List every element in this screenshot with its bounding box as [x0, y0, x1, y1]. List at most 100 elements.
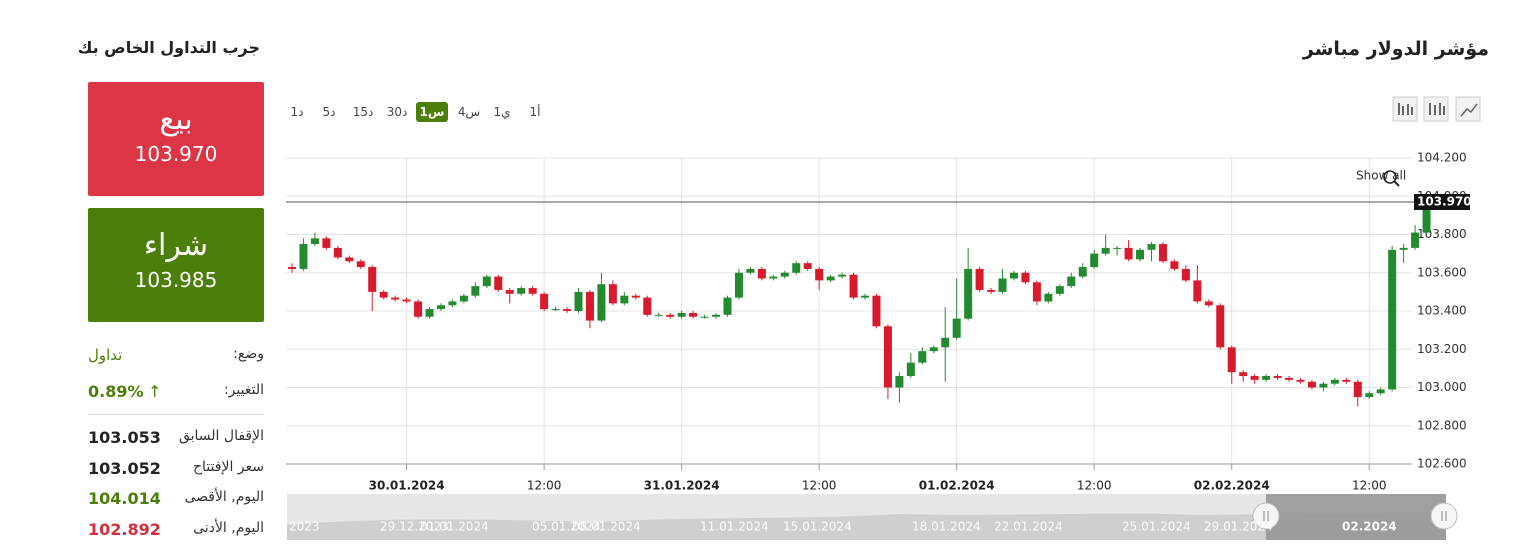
- candle-body: [322, 238, 331, 248]
- x-tick-label: 01.02.2024: [919, 479, 995, 493]
- candle-body: [459, 295, 468, 302]
- candle-body: [883, 326, 892, 388]
- navigator-selection[interactable]: [1266, 494, 1446, 540]
- candle-body: [826, 276, 835, 281]
- candle-body: [1032, 282, 1041, 302]
- timeframe-button[interactable]: 5د: [322, 105, 336, 119]
- candle-body: [631, 295, 640, 298]
- candle-body: [929, 347, 938, 352]
- y-tick-label: 103.000: [1417, 380, 1467, 394]
- candle-body: [964, 268, 973, 319]
- candle-body: [1273, 376, 1282, 378]
- candle-body: [482, 276, 491, 287]
- timeframe-button[interactable]: 1د: [290, 105, 304, 119]
- change-arrow: ↑: [148, 382, 162, 401]
- y-tick-label: 103.600: [1417, 265, 1467, 279]
- x-tick-label: 12:00: [527, 479, 562, 493]
- candle-body: [666, 314, 675, 317]
- candle-body: [1193, 280, 1202, 302]
- candle-body: [1250, 376, 1259, 380]
- candle-body: [941, 337, 950, 348]
- last-price-label: 103.970: [1417, 194, 1472, 208]
- navigator-label: 01.01.2024: [420, 520, 489, 534]
- candle-body: [780, 272, 789, 277]
- candle-body: [517, 288, 526, 294]
- timeframe-button[interactable]: 30د: [386, 105, 408, 119]
- tool-button[interactable]: [1392, 96, 1418, 122]
- candle-body: [769, 276, 778, 279]
- candle-body: [689, 312, 698, 317]
- candle-body: [1388, 249, 1397, 390]
- navigator-label: 02.2024: [1342, 520, 1397, 534]
- candle-body: [838, 274, 847, 277]
- timeframe-button[interactable]: 4س: [457, 105, 481, 119]
- sell-button[interactable]: بيع 103.970: [88, 82, 264, 196]
- candle-body: [918, 351, 927, 363]
- buy-button[interactable]: شراء 103.985: [88, 208, 264, 322]
- candle-body: [1044, 293, 1053, 302]
- candle-body: [494, 276, 503, 290]
- candle-body: [368, 267, 377, 292]
- candle-body: [872, 295, 881, 327]
- candle-body: [585, 291, 594, 321]
- divider: [88, 414, 264, 415]
- candle-body: [1353, 381, 1362, 398]
- candle-body: [448, 301, 457, 306]
- candle-body: [1422, 201, 1431, 233]
- tool-button[interactable]: [1455, 96, 1481, 122]
- candle-body: [402, 299, 411, 302]
- candle-body: [356, 261, 365, 268]
- candle-body: [333, 247, 342, 258]
- candle-body: [310, 238, 319, 245]
- x-tick-label: 31.01.2024: [644, 479, 720, 493]
- navigator-handle[interactable]: [1430, 502, 1458, 530]
- timeframe-button[interactable]: 1ي: [493, 105, 511, 119]
- stat-row: اليوم, الأقصى 104.014: [88, 489, 264, 513]
- navigator-label: 29.12.2023: [380, 520, 449, 534]
- stat-row: الإقفال السابق 103.053: [88, 428, 264, 452]
- candle-body: [1170, 261, 1179, 269]
- navigator-label: 18.01.2024: [912, 520, 981, 534]
- toolbar: [1392, 96, 1481, 122]
- candle-body: [574, 291, 583, 311]
- x-tick-label: 12:00: [802, 479, 837, 493]
- show-all[interactable]: Show all: [1356, 169, 1406, 183]
- candle-body: [551, 309, 560, 311]
- y-tick-label: 102.800: [1417, 418, 1467, 432]
- timeframe-button[interactable]: 1أ: [529, 105, 541, 119]
- candle-body: [1158, 244, 1167, 262]
- overlay: 103.970 Show all: [286, 169, 1472, 210]
- panel-title: جرب التداول الخاص بك: [77, 38, 260, 57]
- handle-grip: [1263, 511, 1447, 521]
- buy-label: شراء: [143, 228, 209, 263]
- candle-body: [734, 272, 743, 298]
- candle-body: [792, 263, 801, 273]
- candle-body: [1307, 381, 1316, 388]
- timeframe-button[interactable]: 15د: [352, 105, 374, 119]
- candle-body: [803, 263, 812, 269]
- navigator-handle[interactable]: [1252, 502, 1280, 530]
- navigator-label: 2023: [289, 520, 320, 534]
- candle-body: [1411, 232, 1420, 248]
- candle-body: [1319, 383, 1328, 388]
- candle-body: [1067, 276, 1076, 287]
- status-value: تداول: [88, 346, 123, 364]
- stat-value: 103.052: [88, 458, 161, 478]
- candle-body: [746, 268, 755, 273]
- candle-body: [677, 312, 686, 317]
- sell-price: 103.970: [134, 142, 218, 166]
- y-tick-label: 103.400: [1417, 304, 1467, 318]
- candle-body: [1204, 301, 1213, 306]
- stat-label: اليوم, الأقصى: [184, 489, 264, 505]
- zoom-icon[interactable]: [1383, 170, 1397, 184]
- candle-body: [952, 318, 961, 338]
- candle-body: [700, 316, 709, 318]
- timeframe-button[interactable]: 1س: [416, 102, 448, 122]
- status-row: وضع: تداول: [88, 346, 264, 370]
- candle-body: [1239, 372, 1248, 377]
- candle-body: [1124, 247, 1133, 260]
- candle-body: [414, 301, 423, 317]
- candle-body: [528, 288, 537, 294]
- zoom-icon: [1393, 180, 1400, 187]
- y-tick-label: 104.200: [1417, 151, 1467, 165]
